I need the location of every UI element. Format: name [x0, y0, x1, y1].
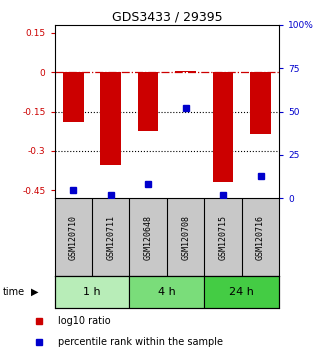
Bar — [100, 72, 121, 165]
Text: log10 ratio: log10 ratio — [58, 316, 110, 326]
Text: ▶: ▶ — [30, 287, 38, 297]
Bar — [250, 72, 271, 134]
Text: GSM120711: GSM120711 — [106, 215, 115, 260]
Text: 4 h: 4 h — [158, 287, 176, 297]
Title: GDS3433 / 29395: GDS3433 / 29395 — [112, 11, 222, 24]
Text: 1 h: 1 h — [83, 287, 101, 297]
Bar — [63, 72, 83, 122]
Text: GSM120708: GSM120708 — [181, 215, 190, 260]
Bar — [213, 72, 233, 182]
Text: 24 h: 24 h — [230, 287, 254, 297]
Text: GSM120716: GSM120716 — [256, 215, 265, 260]
Bar — [175, 71, 196, 72]
Bar — [129, 276, 204, 308]
Bar — [138, 72, 159, 131]
Text: percentile rank within the sample: percentile rank within the sample — [58, 337, 223, 348]
Text: GSM120648: GSM120648 — [144, 215, 153, 260]
Text: GSM120710: GSM120710 — [69, 215, 78, 260]
Text: time: time — [3, 287, 25, 297]
Bar — [204, 276, 279, 308]
Text: GSM120715: GSM120715 — [219, 215, 228, 260]
Bar — [55, 276, 129, 308]
